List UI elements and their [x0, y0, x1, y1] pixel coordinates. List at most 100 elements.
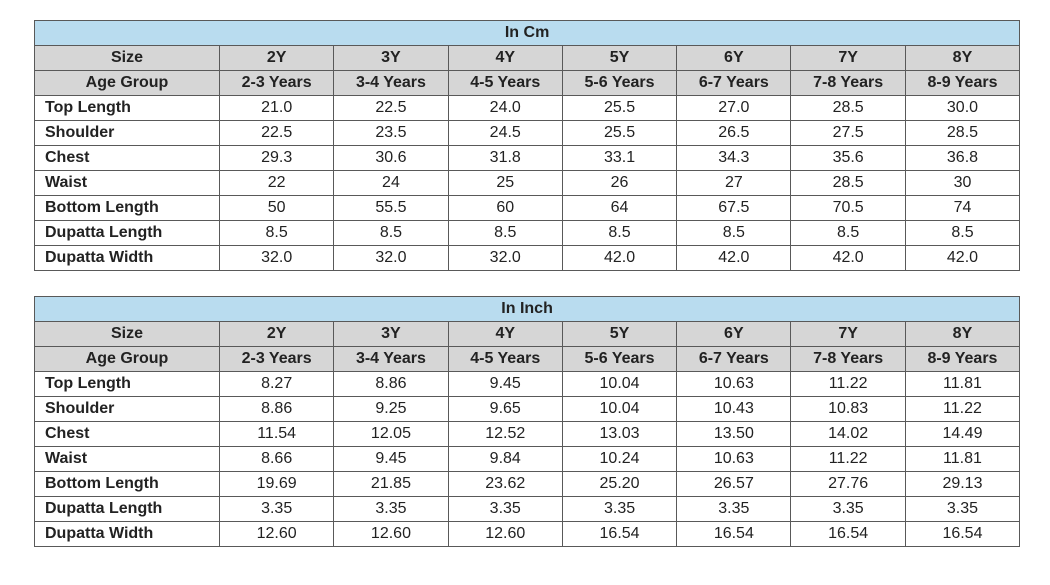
table-cell: 8.5 — [904, 220, 1021, 246]
table-cell: 30.6 — [333, 145, 449, 171]
table-cell: 16.54 — [676, 521, 792, 547]
size-chart-cm-table: In Cm Size 2Y 3Y 4Y 5Y 6Y 7Y 8Y Age Group 2-3 Year… — [33, 20, 1021, 271]
table-title: In Cm — [33, 20, 1021, 46]
table-cell: 9.84 — [447, 446, 563, 472]
table-cell: 10.63 — [676, 371, 792, 397]
table-cell: 22.5 — [333, 95, 449, 121]
size-header-cell: 7Y — [790, 45, 906, 71]
table-cell: 3.35 — [904, 496, 1021, 522]
table-cell: 36.8 — [904, 145, 1021, 171]
age-group-header-cell: 3-4 Years — [333, 70, 449, 96]
age-group-header-cell: 8-9 Years — [904, 346, 1021, 372]
table-cell: 42.0 — [561, 245, 678, 271]
age-group-header-cell: 7-8 Years — [790, 70, 906, 96]
table-cell: 74 — [904, 195, 1021, 221]
table-row: Bottom Length 50 55.5 60 64 67.5 70.5 74 — [34, 195, 1021, 221]
size-header-cell: 2Y — [218, 321, 335, 347]
row-label: Bottom Length — [34, 195, 220, 221]
table-cell: 12.52 — [447, 421, 563, 447]
table-title-row: In Cm — [33, 20, 1021, 46]
size-header-label: Size — [34, 321, 220, 347]
size-header-cell: 3Y — [333, 321, 449, 347]
table-cell: 28.5 — [904, 120, 1021, 146]
table-cell: 10.83 — [790, 396, 906, 422]
row-label: Top Length — [34, 371, 220, 397]
age-group-header-cell: 2-3 Years — [218, 70, 335, 96]
table-cell: 3.35 — [561, 496, 678, 522]
table-cell: 24.5 — [447, 120, 563, 146]
table-cell: 27.5 — [790, 120, 906, 146]
age-group-header-cell: 6-7 Years — [676, 70, 792, 96]
table-row: Chest 11.54 12.05 12.52 13.03 13.50 14.02 14.49 — [34, 421, 1021, 447]
table-cell: 8.5 — [333, 220, 449, 246]
table-cell: 8.86 — [218, 396, 335, 422]
size-header-cell: 2Y — [218, 45, 335, 71]
age-group-header-label: Age Group — [34, 346, 220, 372]
age-group-header-cell: 4-5 Years — [447, 70, 563, 96]
table-cell: 8.5 — [561, 220, 678, 246]
table-cell: 13.50 — [676, 421, 792, 447]
table-cell: 12.05 — [333, 421, 449, 447]
table-cell: 8.27 — [218, 371, 335, 397]
table-cell: 9.45 — [447, 371, 563, 397]
table-cell: 10.63 — [676, 446, 792, 472]
table-cell: 34.3 — [676, 145, 792, 171]
table-cell: 12.60 — [447, 521, 563, 547]
table-cell: 21.85 — [333, 471, 449, 497]
table-cell: 42.0 — [904, 245, 1021, 271]
row-label: Dupatta Width — [34, 521, 220, 547]
table-cell: 30 — [904, 170, 1021, 196]
table-cell: 35.6 — [790, 145, 906, 171]
table-cell: 70.5 — [790, 195, 906, 221]
table-cell: 8.5 — [790, 220, 906, 246]
table-row: Shoulder 22.5 23.5 24.5 25.5 26.5 27.5 28.5 — [34, 120, 1021, 146]
table-cell: 8.5 — [218, 220, 335, 246]
table-row: Dupatta Width 32.0 32.0 32.0 42.0 42.0 42.0 42.… — [34, 245, 1021, 271]
table-row: Top Length 8.27 8.86 9.45 10.04 10.63 11.22 11.… — [34, 371, 1021, 397]
table-cell: 32.0 — [333, 245, 449, 271]
table-cell: 67.5 — [676, 195, 792, 221]
age-group-header-cell: 2-3 Years — [218, 346, 335, 372]
table-cell: 42.0 — [676, 245, 792, 271]
table-cell: 30.0 — [904, 95, 1021, 121]
row-label: Dupatta Length — [34, 220, 220, 246]
size-header-label: Size — [34, 45, 220, 71]
table-cell: 29.3 — [218, 145, 335, 171]
table-cell: 27 — [676, 170, 792, 196]
table-cell: 25.20 — [561, 471, 678, 497]
table-cell: 26.5 — [676, 120, 792, 146]
table-cell: 13.03 — [561, 421, 678, 447]
age-group-header-cell: 4-5 Years — [447, 346, 563, 372]
table-row: Dupatta Length 3.35 3.35 3.35 3.35 3.35 3.35 3.… — [34, 496, 1021, 522]
table-cell: 8.5 — [676, 220, 792, 246]
table-cell: 16.54 — [790, 521, 906, 547]
size-header-row: Size 2Y 3Y 4Y 5Y 6Y 7Y 8Y — [34, 321, 1021, 347]
table-cell: 11.22 — [904, 396, 1021, 422]
table-row: Top Length 21.0 22.5 24.0 25.5 27.0 28.5 30.0 — [34, 95, 1021, 121]
table-cell: 28.5 — [790, 170, 906, 196]
table-cell: 3.35 — [218, 496, 335, 522]
table-cell: 24 — [333, 170, 449, 196]
row-label: Top Length — [34, 95, 220, 121]
table-cell: 12.60 — [218, 521, 335, 547]
age-group-header-row: Age Group 2-3 Years 3-4 Years 4-5 Years 5-6 … — [34, 346, 1021, 372]
table-cell: 11.22 — [790, 446, 906, 472]
table-cell: 23.5 — [333, 120, 449, 146]
table-row: Dupatta Width 12.60 12.60 12.60 16.54 16.54 16… — [34, 521, 1021, 547]
table-cell: 3.35 — [447, 496, 563, 522]
size-header-cell: 6Y — [676, 321, 792, 347]
size-header-cell: 3Y — [333, 45, 449, 71]
size-header-cell: 6Y — [676, 45, 792, 71]
table-cell: 22.5 — [218, 120, 335, 146]
age-group-header-cell: 6-7 Years — [676, 346, 792, 372]
table-cell: 16.54 — [561, 521, 678, 547]
size-header-cell: 5Y — [561, 45, 678, 71]
row-label: Dupatta Width — [34, 245, 220, 271]
row-label: Dupatta Length — [34, 496, 220, 522]
table-cell: 24.0 — [447, 95, 563, 121]
table-cell: 29.13 — [904, 471, 1021, 497]
table-cell: 32.0 — [218, 245, 335, 271]
table-cell: 8.66 — [218, 446, 335, 472]
table-cell: 8.5 — [447, 220, 563, 246]
table-cell: 10.24 — [561, 446, 678, 472]
